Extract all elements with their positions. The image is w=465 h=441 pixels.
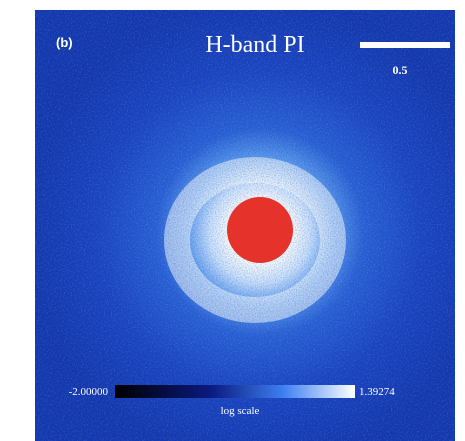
colorbar-caption: log scale (221, 405, 260, 417)
figure: (b) H-band PI 0.5 -2.00000 1.39274 log s… (0, 0, 465, 441)
panel-label: (b) (56, 35, 73, 50)
coronagraph-mask (227, 197, 293, 263)
scale-bar-label: 0.5 (393, 63, 408, 77)
scale-bar (360, 42, 450, 48)
colorbar-min: -2.00000 (69, 386, 109, 398)
colorbar (115, 385, 355, 398)
title: H-band PI (205, 32, 304, 58)
colorbar-max: 1.39274 (359, 386, 395, 398)
